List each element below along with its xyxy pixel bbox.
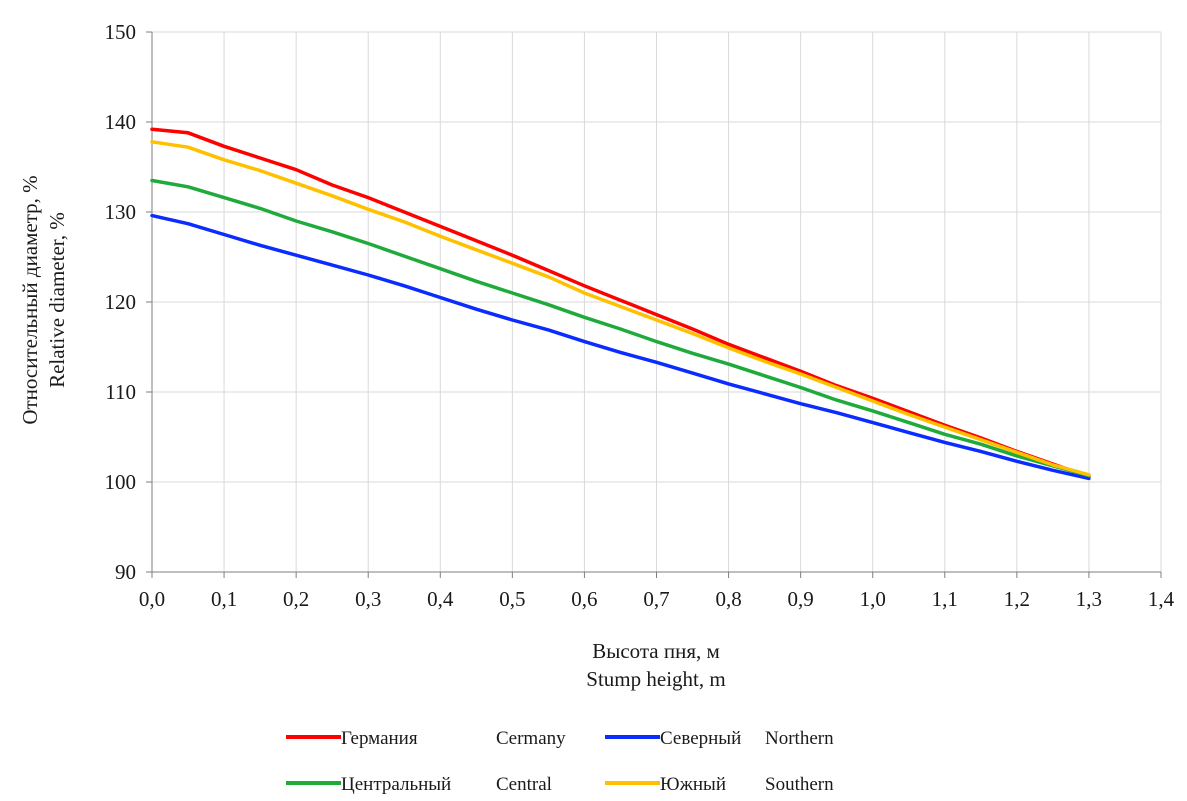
legend-label-en: Southern [765, 774, 834, 795]
legend-label-en: Central [496, 774, 552, 795]
series-line-northern [150, 213, 1091, 481]
legend-label-en: Cermany [496, 728, 566, 749]
y-tick-label: 150 [105, 20, 137, 44]
legend-item-southern: Южный Southern [605, 774, 834, 795]
legend: Германия Cermany Северный Northern Центральн… [286, 728, 834, 795]
legend-label-ru: Германия [341, 728, 418, 749]
y-tick-labels: 90 100 110 120 130 140 150 [105, 20, 137, 584]
series-line-central [150, 178, 1091, 478]
legend-label-ru: Северный [660, 728, 741, 749]
x-tick-label: 0,3 [355, 587, 381, 611]
legend-item-central: Центральный Central [286, 774, 552, 795]
x-tick-label: 1,1 [932, 587, 958, 611]
grid-lines [152, 31, 1162, 572]
x-tick-label: 0,4 [427, 587, 454, 611]
y-tick-label: 130 [105, 200, 137, 224]
x-tick-label: 0,5 [499, 587, 525, 611]
y-tick-label: 90 [115, 560, 136, 584]
legend-label-en: Northern [765, 728, 834, 749]
x-axis-title-line-1: Высота пня, м [592, 639, 720, 663]
legend-item-cermany: Германия Cermany [286, 728, 566, 749]
x-tick-label: 1,2 [1004, 587, 1030, 611]
x-tick-labels: 0,0 0,1 0,2 0,3 0,4 0,5 0,6 0,7 0,8 0,9 1,0 1,1 1,2 1… [139, 587, 1175, 611]
x-tick-label: 0,0 [139, 587, 165, 611]
series-lines [150, 127, 1091, 481]
y-tick-label: 120 [105, 290, 137, 314]
y-axis-title-line-2: Relative diameter, % [45, 212, 69, 388]
legend-label-ru: Южный [660, 774, 726, 795]
legend-label-ru: Центральный [341, 774, 451, 795]
x-tick-label: 0,2 [283, 587, 309, 611]
axes [146, 31, 1162, 578]
x-tick-label: 1,0 [860, 587, 886, 611]
x-tick-label: 0,7 [643, 587, 669, 611]
series-line-southern [150, 140, 1091, 477]
y-axis-title-line-1: Относительный диаметр, % [18, 175, 42, 424]
y-tick-label: 100 [105, 470, 137, 494]
series-line-cermany [150, 127, 1091, 479]
y-tick-label: 140 [105, 110, 137, 134]
x-tick-label: 0,1 [211, 587, 237, 611]
x-tick-label: 0,6 [571, 587, 597, 611]
x-tick-label: 0,9 [788, 587, 814, 611]
x-tick-label: 1,4 [1148, 587, 1175, 611]
x-axis-title-line-2: Stump height, m [586, 667, 725, 691]
y-tick-label: 110 [105, 380, 136, 404]
x-tick-label: 1,3 [1076, 587, 1102, 611]
x-tick-label: 0,8 [715, 587, 741, 611]
legend-item-northern: Северный Northern [605, 728, 834, 749]
